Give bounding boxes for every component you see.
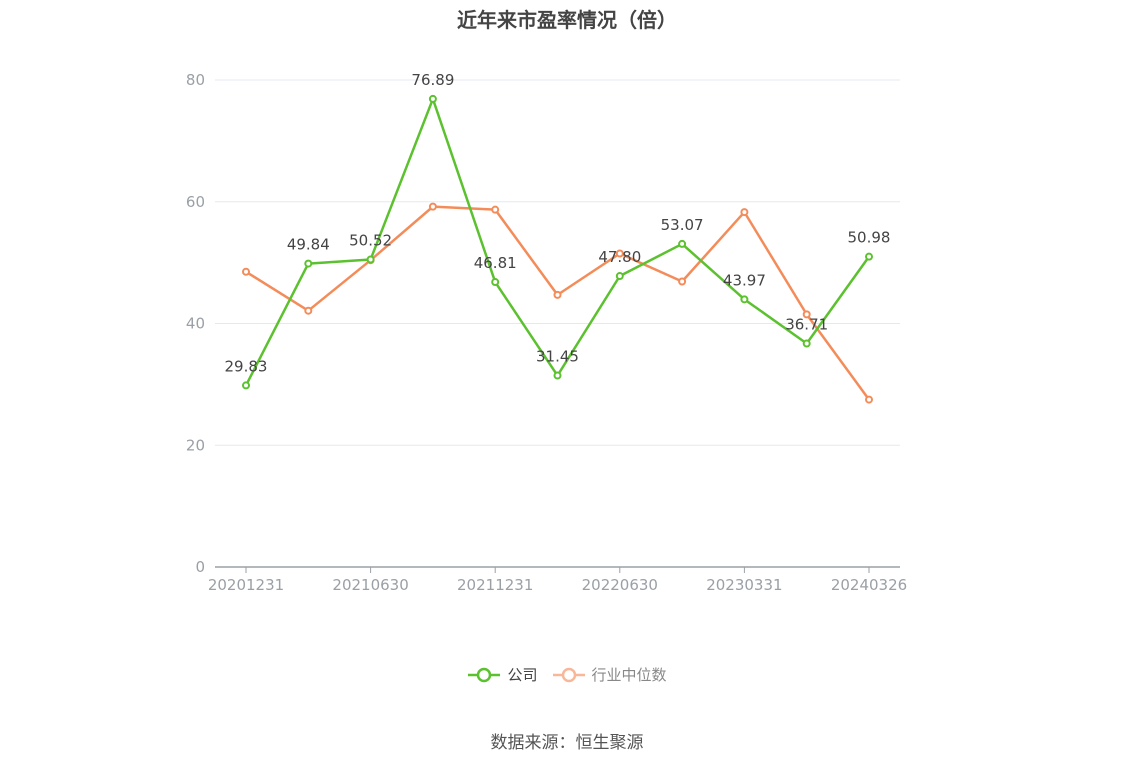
series-lines	[242, 94, 873, 404]
point-company	[615, 272, 624, 281]
point-industry	[678, 277, 687, 286]
line-chart: 0 20 40 60 80 20201231 20210630 20211231 2022063…	[186, 71, 907, 594]
data-source: 数据来源：恒生聚源	[490, 733, 644, 753]
axes: 0 20 40 60 80 20201231 20210630 20211231 2022063…	[186, 71, 907, 594]
data-labels: 29.83 49.84 50.52 76.89 46.81 31.45 47.80 53.07…	[225, 71, 891, 375]
point-company	[242, 381, 250, 390]
point-industry	[491, 205, 500, 214]
y-tick-label: 60	[186, 193, 205, 211]
y-tick-label: 0	[195, 558, 205, 576]
data-label-company: 46.81	[474, 254, 517, 272]
legend-label-company: 公司	[507, 666, 538, 684]
data-label-company: 29.83	[225, 357, 268, 375]
data-label-company: 50.98	[848, 229, 891, 247]
legend-label-industry: 行业中位数	[591, 666, 667, 684]
data-label-company: 36.71	[785, 316, 828, 334]
y-tick-label: 40	[186, 315, 205, 333]
point-industry	[428, 202, 437, 211]
legend-item-company[interactable]: 公司	[467, 664, 538, 685]
x-tick-label: 20210630	[332, 576, 408, 594]
x-tick-label: 20230331	[706, 576, 782, 594]
data-label-company: 43.97	[723, 271, 766, 289]
point-company	[865, 252, 873, 261]
data-label-company: 49.84	[287, 236, 330, 254]
legend-industry-icon	[552, 667, 585, 682]
legend: 公司 行业中位数	[0, 664, 1134, 685]
data-label-company: 76.89	[411, 71, 454, 89]
point-industry	[865, 395, 873, 404]
chart-title: 近年来市盈率情况（倍）	[457, 8, 677, 32]
point-company	[428, 94, 437, 103]
point-industry	[242, 267, 250, 276]
data-label-company: 53.07	[661, 216, 704, 234]
point-company	[491, 278, 500, 287]
point-company	[304, 259, 313, 268]
x-tick-label: 20211231	[457, 576, 533, 594]
legend-company-icon	[468, 667, 501, 682]
point-industry	[553, 290, 562, 299]
data-label-company: 31.45	[536, 348, 579, 366]
x-tick-label: 20201231	[208, 576, 284, 594]
point-company	[678, 239, 687, 248]
point-company	[802, 339, 811, 348]
x-tick-label: 20220630	[582, 576, 658, 594]
grid-lines	[215, 79, 900, 446]
point-industry	[304, 306, 313, 315]
point-industry	[740, 208, 749, 217]
point-industry	[615, 249, 624, 258]
x-tick-label: 20240326	[831, 576, 907, 594]
data-label-company: 50.52	[349, 231, 392, 249]
series-line-industry	[245, 205, 871, 401]
data-label-company: 47.80	[598, 248, 641, 266]
y-tick-label: 80	[186, 71, 205, 89]
point-company	[553, 371, 562, 380]
point-company	[740, 295, 749, 304]
point-company	[366, 255, 375, 264]
legend-item-industry[interactable]: 行业中位数	[552, 664, 667, 685]
series-line-company	[244, 97, 871, 386]
y-tick-label: 20	[186, 436, 205, 454]
point-industry	[802, 310, 811, 319]
